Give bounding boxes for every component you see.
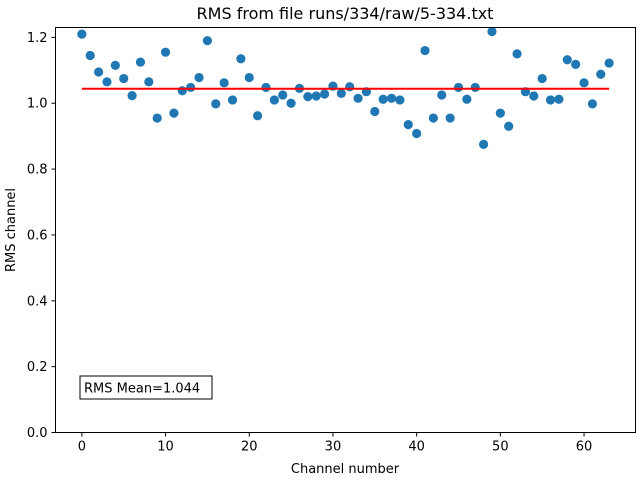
data-point bbox=[77, 29, 87, 39]
data-point bbox=[160, 47, 171, 57]
plot-frame bbox=[55, 27, 636, 433]
x-axis-title: Channel number bbox=[291, 462, 400, 477]
data-point bbox=[227, 95, 238, 105]
data-point bbox=[119, 73, 129, 84]
data-point bbox=[127, 91, 137, 101]
data-point bbox=[236, 54, 246, 64]
data-point bbox=[571, 59, 581, 69]
data-point bbox=[596, 69, 606, 79]
data-point bbox=[94, 67, 104, 77]
data-point bbox=[445, 113, 455, 123]
x-tick-label: 10 bbox=[157, 440, 174, 455]
x-axis: 0 10 20 30 40 50 60 bbox=[78, 432, 593, 455]
data-point bbox=[144, 77, 154, 87]
data-point bbox=[102, 77, 112, 87]
data-point bbox=[504, 121, 514, 131]
data-point bbox=[479, 139, 489, 149]
y-tick-label: 0.2 bbox=[27, 360, 48, 375]
x-tick-label: 0 bbox=[78, 440, 86, 455]
data-point bbox=[202, 36, 212, 46]
y-tick-label: 0.8 bbox=[27, 163, 48, 178]
data-point bbox=[370, 106, 380, 117]
data-point bbox=[244, 72, 254, 83]
x-tick-label: 50 bbox=[492, 440, 509, 455]
data-point bbox=[311, 91, 321, 101]
data-point bbox=[319, 89, 330, 99]
data-point bbox=[428, 113, 438, 123]
data-point bbox=[253, 111, 263, 121]
data-point bbox=[395, 95, 405, 105]
data-point bbox=[261, 82, 271, 93]
data-point bbox=[554, 94, 564, 104]
data-point bbox=[85, 50, 95, 61]
data-point bbox=[545, 95, 556, 105]
data-point bbox=[453, 82, 464, 93]
data-point bbox=[462, 94, 472, 104]
x-tick-label: 30 bbox=[325, 440, 342, 455]
x-tick-label: 60 bbox=[576, 440, 593, 455]
data-point bbox=[186, 82, 196, 93]
data-point bbox=[587, 99, 598, 109]
y-tick-label: 0.0 bbox=[27, 426, 48, 441]
data-point bbox=[303, 92, 313, 102]
data-point bbox=[345, 82, 355, 92]
data-point bbox=[177, 86, 187, 96]
data-point bbox=[152, 113, 162, 123]
data-point bbox=[579, 78, 589, 88]
data-point bbox=[194, 72, 204, 83]
y-axis-title: RMS channel bbox=[4, 188, 19, 272]
data-point bbox=[278, 90, 288, 100]
chart-title: RMS from file runs/334/raw/5-334.txt bbox=[197, 4, 494, 23]
data-point bbox=[110, 60, 120, 70]
rms-mean-annotation: RMS Mean=1.044 bbox=[84, 382, 200, 397]
x-tick-label: 40 bbox=[408, 440, 425, 455]
plot-area: RMS Mean=1.044 bbox=[55, 26, 636, 433]
data-point bbox=[604, 58, 614, 68]
data-point bbox=[336, 88, 346, 98]
data-point bbox=[487, 26, 497, 37]
data-point bbox=[378, 94, 388, 104]
y-tick-label: 0.4 bbox=[27, 294, 48, 309]
y-tick-label: 0.6 bbox=[27, 228, 48, 243]
data-point bbox=[537, 73, 547, 84]
data-point bbox=[386, 93, 397, 103]
data-point bbox=[420, 45, 430, 56]
data-point bbox=[211, 99, 221, 109]
data-point bbox=[495, 108, 505, 118]
data-point bbox=[353, 93, 363, 103]
data-point bbox=[412, 128, 422, 139]
y-tick-label: 1.2 bbox=[27, 31, 48, 46]
y-axis: 0.0 0.2 0.4 0.6 0.8 1.0 1.2 bbox=[27, 31, 56, 441]
data-point bbox=[219, 78, 229, 88]
annotation-box: RMS Mean=1.044 bbox=[79, 375, 213, 400]
data-point bbox=[437, 90, 447, 100]
data-point bbox=[286, 98, 296, 108]
data-point bbox=[470, 82, 480, 93]
annotation-frame bbox=[79, 375, 213, 400]
data-point bbox=[135, 57, 146, 67]
data-point bbox=[169, 108, 179, 118]
data-point bbox=[562, 55, 572, 65]
data-point bbox=[512, 49, 522, 59]
y-tick-label: 1.0 bbox=[27, 97, 48, 112]
data-point bbox=[529, 91, 539, 101]
x-tick-label: 20 bbox=[241, 440, 258, 455]
data-point bbox=[403, 120, 413, 130]
data-point bbox=[269, 95, 279, 105]
